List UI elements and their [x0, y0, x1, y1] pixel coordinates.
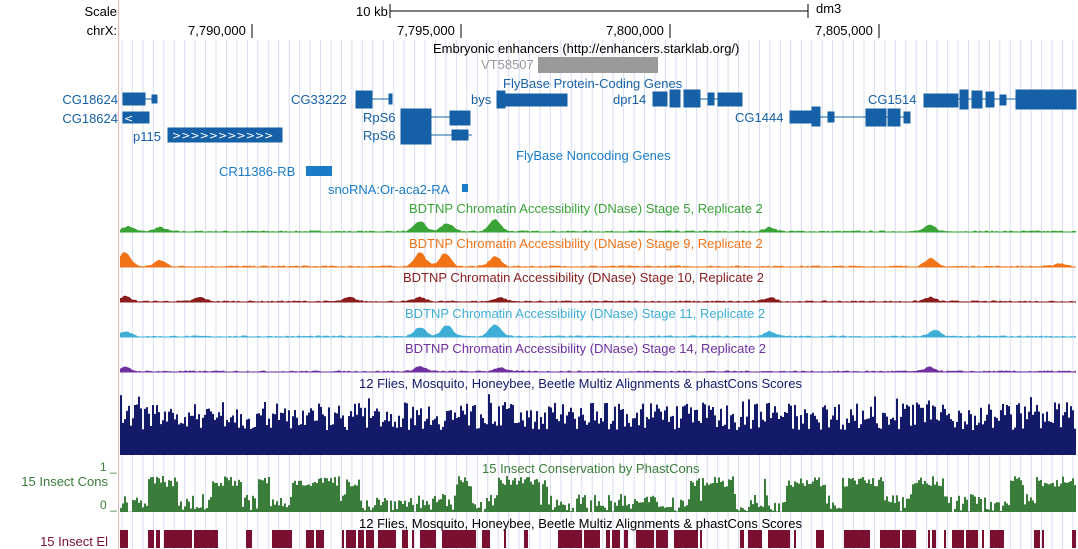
svg-text:>>>>>>>>>>>: >>>>>>>>>>> [172, 129, 273, 142]
gene-cr11386 [306, 166, 332, 176]
vertical-grid-lines [121, 40, 1074, 549]
conserved-elements-track[interactable] [120, 530, 1076, 548]
dnase-signal-area [120, 324, 1076, 337]
gene-label-cg1444[interactable]: CG1444 [735, 110, 784, 125]
phastcons-side-label[interactable]: 15 Insect Cons [21, 474, 108, 489]
gene-p115 [167, 127, 283, 143]
gene-cg33222 [355, 90, 373, 109]
gene-label-cg1514[interactable]: CG1514 [868, 92, 917, 107]
gene-rps6-a [400, 108, 432, 127]
coding-gene-models[interactable]: < >>>>>>>>>>> [122, 89, 1077, 145]
enhancer-item-label[interactable]: VT58507 [481, 57, 534, 72]
dnase-signal-area [120, 219, 1076, 232]
noncoding-track-title[interactable]: FlyBase Noncoding Genes [516, 148, 671, 163]
gene-label-cg18624[interactable]: CG18624 [62, 92, 118, 107]
coding-track-title[interactable]: FlyBase Protein-Coding Genes [503, 76, 683, 91]
dnase-signal-area [120, 251, 1076, 267]
elements-side-label[interactable]: 15 Insect El [40, 534, 108, 549]
dnase-signal-area [120, 366, 1076, 372]
gene-cg1444 [789, 110, 813, 124]
gene-cg18624-a [122, 92, 146, 106]
phastcons-plot[interactable] [120, 476, 1076, 512]
elements-track-title[interactable]: 12 Flies, Mosquito, Honeybee, Beetle Mul… [359, 516, 802, 531]
dnase-stage5-title[interactable]: BDTNP Chromatin Accessibility (DNase) St… [409, 201, 763, 216]
dnase-stage10-title[interactable]: BDTNP Chromatin Accessibility (DNase) St… [403, 270, 765, 285]
ruler-position: 7,790,000 [188, 23, 246, 38]
ruler-position: 7,795,000 [397, 23, 455, 38]
enhancers-track-title[interactable]: Embryonic enhancers (http://enhancers.st… [433, 41, 740, 56]
gene-label-rps6[interactable]: RpS6 [363, 128, 396, 143]
gene-bys [496, 90, 506, 109]
scale-bar-label: 10 kb [356, 4, 388, 19]
gene-label-p115[interactable]: p115 [133, 129, 161, 144]
gene-dpr14 [652, 91, 668, 107]
multiz-track-title[interactable]: 12 Flies, Mosquito, Honeybee, Beetle Mul… [359, 376, 802, 391]
multiz-conservation-plot[interactable] [120, 394, 1076, 455]
noncoding-gene-models[interactable] [306, 166, 468, 192]
dnase-stage9-title[interactable]: BDTNP Chromatin Accessibility (DNase) St… [409, 236, 763, 251]
gene-label-rps6[interactable]: RpS6 [363, 110, 396, 125]
dnase-stage14-title[interactable]: BDTNP Chromatin Accessibility (DNase) St… [405, 341, 767, 356]
svg-text:<: < [124, 112, 133, 125]
gene-label-cg18624[interactable]: CG18624 [62, 111, 118, 126]
gene-rps6-b [400, 126, 432, 145]
gene-label-cr11386[interactable]: CR11386-RB [219, 164, 296, 179]
phastcons-track-title[interactable]: 15 Insect Conservation by PhastCons [482, 461, 700, 476]
gene-label-snorna[interactable]: snoRNA:Or-aca2-RA [328, 182, 450, 197]
ruler-position: 7,800,000 [606, 23, 664, 38]
gene-snorna-or-aca2 [462, 184, 468, 192]
gene-label-dpr14[interactable]: dpr14 [613, 92, 647, 107]
ruler-position: 7,805,000 [815, 23, 873, 38]
dnase-signal-area [120, 295, 1076, 302]
scale-label: Scale [84, 4, 117, 19]
assembly-label: dm3 [816, 1, 842, 16]
scale-bar [389, 4, 809, 18]
ruler-ticks [251, 24, 880, 38]
phastcons-min-label: 0 _ [100, 498, 117, 512]
phastcons-max-label: 1 _ [100, 460, 117, 474]
gene-label-cg33222[interactable]: CG33222 [291, 92, 347, 107]
gene-label-bys[interactable]: bys [471, 92, 492, 107]
gene-cg1514 [923, 93, 959, 108]
dnase-signal-tracks[interactable] [120, 219, 1076, 373]
chrom-label: chrX: [86, 23, 117, 38]
dnase-stage11-title[interactable]: BDTNP Chromatin Accessibility (DNase) St… [405, 306, 766, 321]
enhancer-feature-bar[interactable] [538, 57, 658, 73]
gene-cg18624-b [122, 111, 150, 124]
